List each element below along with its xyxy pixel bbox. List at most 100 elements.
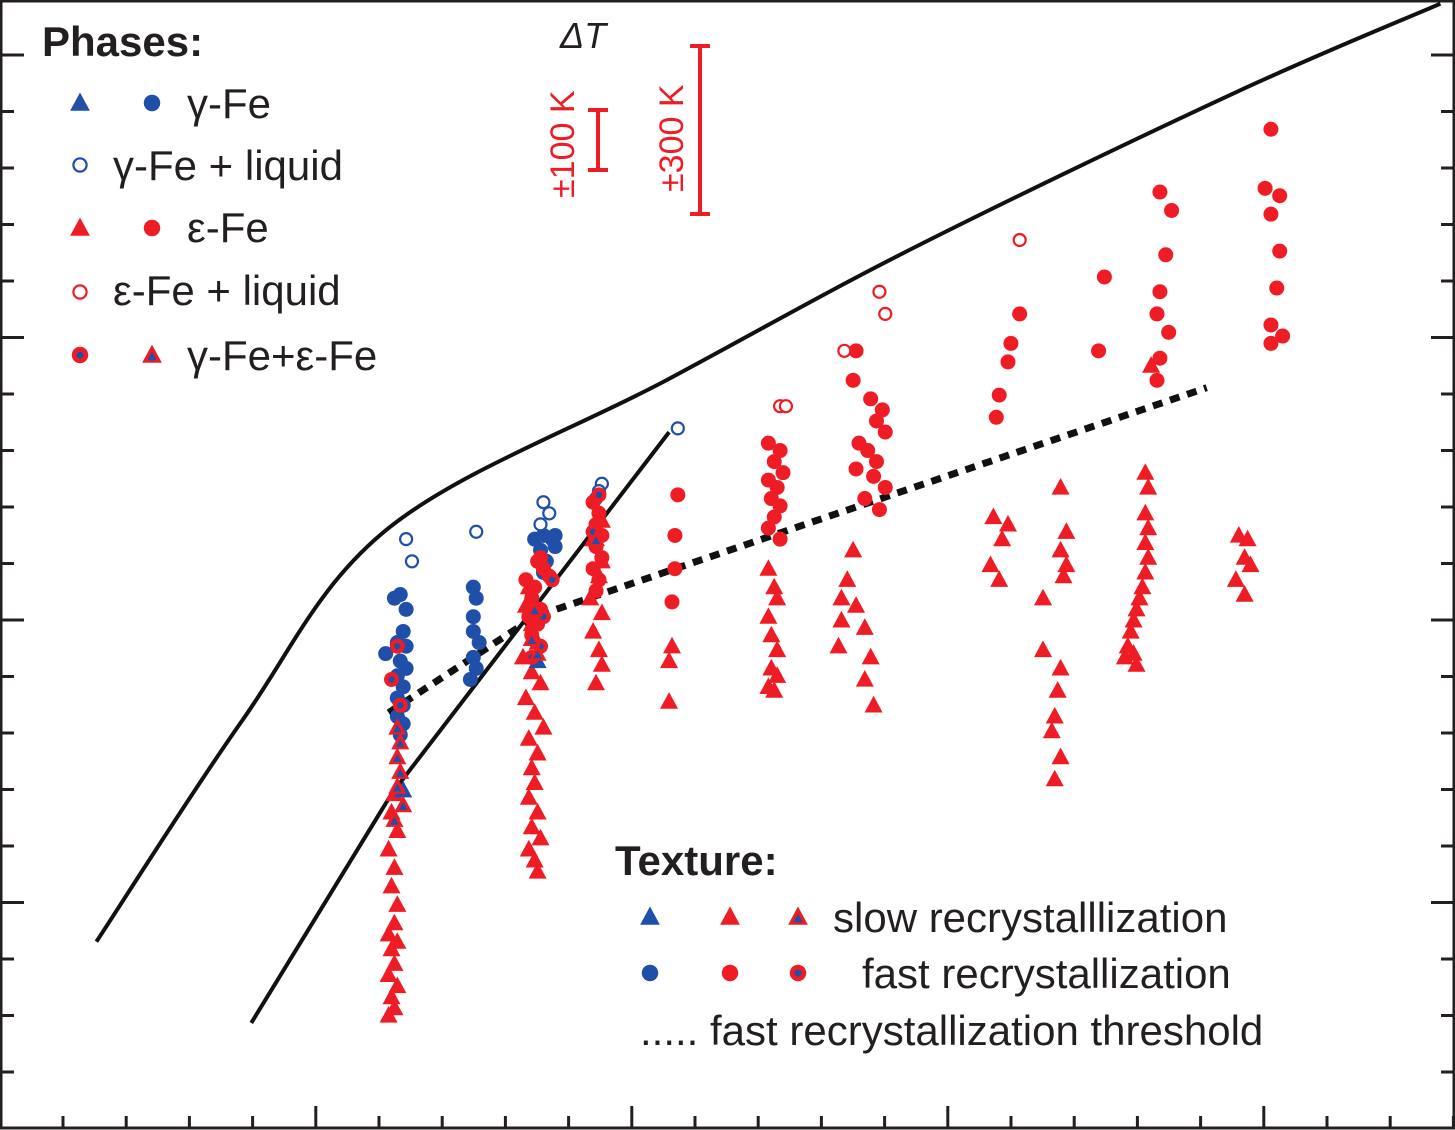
point-red-triangle: [382, 939, 401, 957]
point-blue-circle: [468, 660, 484, 676]
point-red-triangle: [1133, 577, 1152, 595]
point-red-triangle: [1142, 356, 1161, 373]
point-red-circle: [1263, 335, 1279, 351]
point-blue-circle: [395, 623, 411, 639]
point-red-triangle: [660, 692, 679, 709]
delta-t-100k-label: ±100 K: [544, 90, 582, 198]
point-blue-circle: [462, 671, 478, 687]
point-red-circle: [760, 520, 776, 536]
point-red-triangle: [592, 511, 611, 528]
delta-t-error-bars: [588, 44, 710, 216]
legend-marker-triangle-red: [70, 217, 90, 236]
point-red-triangle: [1034, 588, 1053, 606]
point-red-circle: [775, 465, 791, 481]
point-red-triangle: [1139, 478, 1158, 495]
texture-legend-title: Texture:: [615, 837, 778, 884]
point-red-circle: [869, 413, 885, 429]
point-red-triangle: [1130, 588, 1149, 606]
point-red-triangle: [759, 559, 778, 576]
point-blue-circle: [392, 587, 408, 603]
point-red-triangle: [531, 828, 550, 846]
point-red-triangle: [581, 588, 600, 606]
point-red-triangle: [1048, 681, 1067, 698]
legend-marker-triangle-red: [720, 906, 740, 925]
point-red-triangle: [388, 976, 407, 994]
point-red-circle: [857, 491, 873, 507]
point-blue-open-circle: [469, 524, 484, 539]
point-red-circle: [866, 468, 882, 484]
point-red-circle: [1000, 354, 1016, 370]
point-mixed-circle-core: [548, 576, 556, 583]
point-red-circle: [766, 509, 782, 525]
point-red-triangle: [1042, 721, 1061, 739]
point-blue-open-circle: [536, 495, 551, 510]
point-red-circle: [667, 561, 683, 577]
point-red-triangle: [993, 529, 1012, 547]
point-red-triangle: [768, 666, 787, 683]
point-red-triangle: [990, 570, 1009, 587]
point-mixed-triangle-core: [533, 650, 542, 659]
point-red-open-circle: [1012, 232, 1027, 248]
point-red-circle: [1149, 306, 1165, 322]
point-blue-open-circle: [542, 506, 557, 521]
point-red-triangle: [587, 673, 605, 691]
point-blue-circle: [378, 646, 394, 662]
legend-epsilon-fe-liquid: ε-Fe + liquid: [113, 267, 341, 314]
point-red-triangle: [1136, 463, 1155, 480]
point-red-triangle: [847, 596, 866, 613]
point-red-circle: [871, 502, 887, 518]
point-red-circle: [1152, 350, 1168, 366]
point-red-circle: [877, 424, 893, 440]
point-red-triangle: [1136, 562, 1155, 580]
point-red-circle: [1012, 306, 1028, 322]
point-red-triangle: [382, 987, 401, 1005]
point-red-circle: [1149, 372, 1165, 388]
point-red-triangle: [1045, 769, 1064, 787]
point-red-triangle: [385, 858, 404, 875]
point-blue-circle: [395, 679, 411, 695]
point-red-circle: [1096, 269, 1112, 285]
point-red-triangle: [829, 636, 848, 654]
phases-legend-markers: [70, 92, 162, 364]
legend-marker-circle-red: [721, 964, 739, 982]
point-red-triangle: [528, 802, 547, 820]
point-mixed-triangle-core: [530, 606, 539, 615]
point-blue-open-circle: [670, 421, 685, 436]
texture-legend: Texture: slow recrystalllization fast re…: [615, 837, 1263, 1054]
point-red-triangle: [589, 566, 608, 584]
point-red-triangle: [528, 743, 547, 761]
point-blue-open-circle: [399, 532, 414, 547]
point-mixed-circle-core: [388, 676, 395, 683]
point-red-circle: [988, 409, 1004, 425]
point-red-triangle: [1057, 522, 1076, 539]
point-red-triangle: [531, 673, 550, 691]
point-red-circle: [1275, 328, 1291, 344]
point-red-circle: [533, 550, 549, 566]
point-red-triangle: [1127, 599, 1146, 617]
point-red-circle: [1152, 284, 1168, 300]
point-red-circle: [860, 443, 876, 459]
point-red-triangle: [388, 895, 407, 912]
point-red-triangle: [1238, 529, 1257, 547]
point-red-circle: [1269, 280, 1285, 296]
legend-marker-open-circle-blue: [72, 157, 88, 173]
legend-slow-recrystallization: slow recrystalllization: [833, 894, 1227, 941]
delta-t-title: ΔT: [559, 15, 609, 56]
point-red-triangle: [844, 540, 863, 558]
texture-legend-markers: [640, 906, 808, 982]
point-red-triangle: [1045, 706, 1064, 724]
point-red-triangle: [1051, 658, 1070, 676]
point-red-circle: [874, 402, 890, 418]
legend-marker-circle-blue: [143, 94, 161, 112]
point-red-triangle: [592, 655, 611, 672]
point-red-circle: [848, 343, 864, 359]
point-red-circle: [877, 479, 893, 495]
delta-t-scale: ΔT ±100 K ±300 K: [544, 15, 710, 216]
point-red-open-circle: [872, 284, 887, 299]
point-mixed-triangle-core: [591, 536, 601, 544]
legend-fast-recrystallization: fast recrystallization: [862, 950, 1231, 997]
point-red-triangle: [519, 577, 538, 595]
point-red-triangle: [519, 729, 538, 746]
point-red-triangle: [663, 636, 681, 654]
point-red-triangle: [762, 625, 781, 643]
